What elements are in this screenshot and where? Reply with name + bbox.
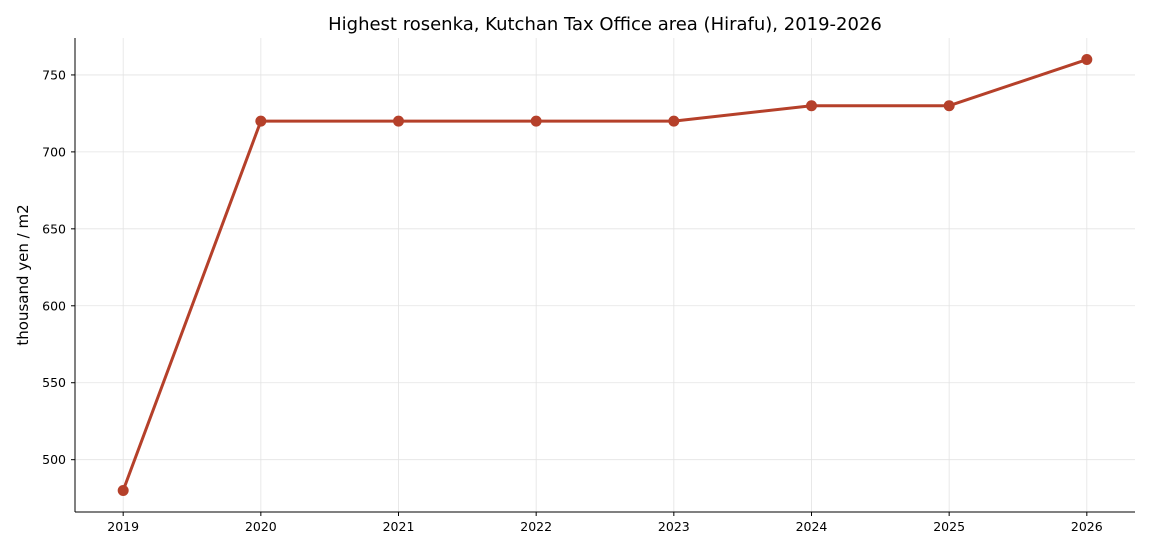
x-axis-ticks: 2019 2020 2021 2022 2023 2024 2025 2026	[107, 512, 1103, 534]
x-tick-label: 2025	[933, 519, 965, 534]
y-tick-label: 750	[42, 67, 66, 82]
data-point	[117, 484, 129, 496]
data-point	[668, 115, 680, 127]
data-series	[117, 54, 1093, 496]
y-tick-label: 550	[42, 375, 66, 390]
x-tick-label: 2021	[383, 519, 415, 534]
y-tick-label: 600	[42, 298, 66, 313]
x-tick-label: 2022	[520, 519, 552, 534]
data-point	[255, 115, 267, 127]
data-point	[393, 115, 405, 127]
series-line	[121, 58, 1088, 491]
x-tick-label: 2024	[796, 519, 828, 534]
y-tick-label: 500	[42, 452, 66, 467]
x-tick-label: 2019	[107, 519, 139, 534]
y-axis-label: thousand yen / m2	[14, 204, 32, 345]
data-point	[805, 100, 817, 112]
data-point	[530, 115, 542, 127]
y-tick-label: 700	[42, 144, 66, 159]
x-tick-label: 2023	[658, 519, 690, 534]
x-tick-label: 2026	[1071, 519, 1103, 534]
chart-title: Highest rosenka, Kutchan Tax Office area…	[328, 14, 882, 35]
data-point	[943, 100, 955, 112]
x-tick-label: 2020	[245, 519, 277, 534]
gridlines	[75, 38, 1135, 512]
y-tick-label: 650	[42, 221, 66, 236]
data-point	[1081, 54, 1093, 66]
y-axis-ticks: 500 550 600 650 700 750	[42, 67, 75, 467]
